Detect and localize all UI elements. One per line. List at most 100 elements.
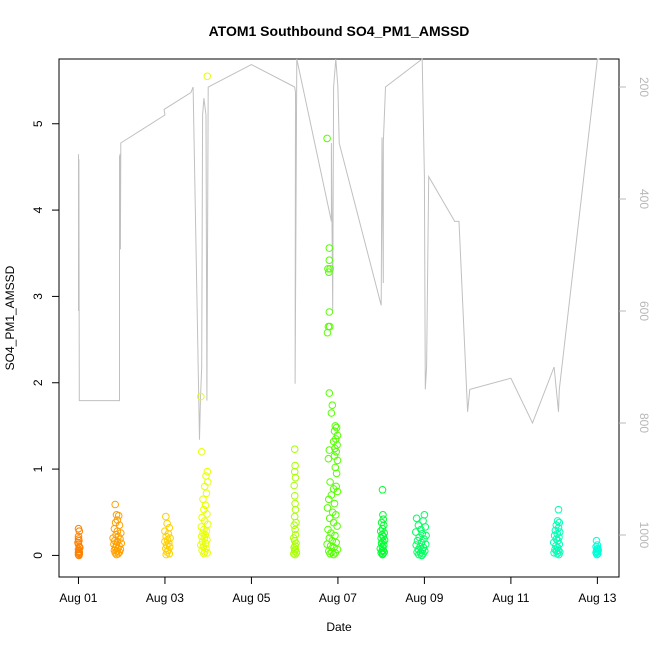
data-point [331,422,340,430]
data-point [552,542,560,550]
data-point [111,500,119,509]
data-point [291,550,299,559]
data-point [75,551,83,560]
data-point [201,530,209,539]
data-point [378,524,387,533]
data-point [165,549,174,558]
data-point [202,544,210,553]
data-point [550,549,558,557]
data-point [326,265,334,273]
data-point [201,501,210,510]
data-point [593,550,601,559]
data-point [378,550,387,559]
data-point [554,505,563,514]
data-point [74,538,82,547]
data-point [380,521,388,530]
data-point [291,499,299,508]
chart-title: ATOM1 Southbound SO4_PM1_AMSSD [209,23,470,39]
data-point [203,72,212,81]
data-point [333,456,342,465]
y-tick-label: 2 [31,379,45,386]
y-axis: 0 1 2 3 4 5 [31,120,59,559]
data-point [323,328,332,337]
data-point [325,256,334,265]
data-point [290,549,298,558]
data-point [202,489,211,498]
data-point [290,492,299,500]
data-point [325,514,334,523]
data-point [199,529,207,537]
data-point [330,499,339,508]
y-tick-label: 1 [31,465,45,472]
y2-tick-label: 800 [637,413,650,433]
data-point [291,525,299,534]
data-point [162,512,170,521]
data-point [414,521,423,530]
data-point [324,454,333,463]
altitude-line-group [78,58,600,440]
data-point [326,549,334,558]
data-point [331,463,340,472]
data-point [200,549,208,558]
y2-tick-label: 400 [637,189,650,209]
data-point [553,549,562,558]
data-point [592,536,601,545]
data-point [325,389,334,397]
data-point [76,543,84,552]
data-point [162,532,170,541]
x-tick-label: Aug 07 [319,591,357,605]
data-point [333,431,342,440]
data-point [290,445,299,454]
data-point [114,511,123,520]
data-point [327,491,336,499]
data-point [379,532,388,541]
data-point [378,486,387,494]
data-point [325,495,333,504]
data-point [111,549,119,557]
data-point [552,521,561,530]
y-tick-label: 5 [31,120,45,127]
x-tick-label: Aug 13 [578,591,616,605]
data-point [332,511,340,519]
x-tick-label: Aug 01 [59,591,97,605]
data-point [329,550,338,559]
data-point [203,549,212,557]
data-point [327,409,336,417]
data-point [200,482,209,491]
x-tick-label: Aug 11 [492,591,529,605]
data-point [325,268,333,277]
data-point [413,536,422,545]
x-tick-label: Aug 05 [232,591,270,605]
data-point [332,538,341,547]
data-point [332,448,341,456]
data-point [328,401,337,410]
y-tick-label: 0 [31,552,45,559]
y2-tick-label: 200 [637,77,650,97]
data-point [327,529,335,537]
y-tick-label: 3 [31,293,45,300]
data-point [325,244,334,252]
data-point [202,527,211,536]
y-axis-title: SO4_PM1_AMSSD [3,265,17,370]
y2-tick-label: 600 [637,301,650,321]
data-point [331,549,340,557]
data-point [379,537,387,546]
data-point [418,551,426,560]
data-point [333,487,342,496]
data-point [203,467,212,476]
data-point [291,505,300,514]
x-tick-label: Aug 09 [405,591,443,605]
data-point [333,522,341,530]
data-point [379,511,387,519]
secondary-y-axis: 200 400 600 800 1000 [619,77,650,549]
x-axis: Aug 01 Aug 03 Aug 05 Aug 07 Aug 09 Aug 11 Aug … [59,577,617,605]
data-point [325,308,334,316]
data-point [377,539,386,548]
data-point [204,520,212,529]
data-point [290,521,299,530]
data-point [332,482,341,491]
data-point [323,540,331,549]
data-point [290,481,299,490]
data-point [325,446,334,454]
data-point [331,444,339,453]
